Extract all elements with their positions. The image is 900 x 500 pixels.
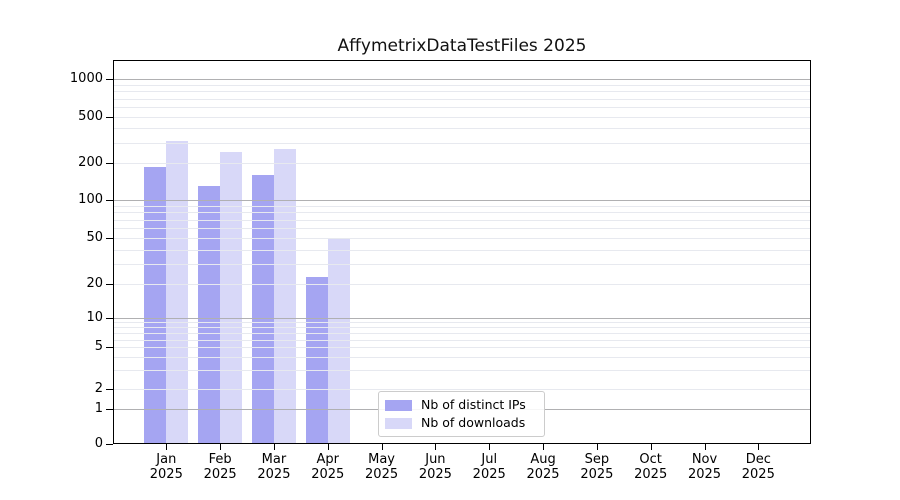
y-tick-label-0: 0 — [94, 436, 103, 451]
minor-gridline-700 — [114, 98, 810, 100]
x-tick-label-feb: Feb 2025 — [203, 452, 237, 482]
bar-distinct-ips-mar — [251, 175, 274, 444]
y-tick-label-1: 1 — [94, 401, 103, 416]
minor-gridline-20 — [114, 284, 810, 286]
y-tick-label-100: 100 — [78, 192, 103, 207]
minor-gridline-3 — [114, 370, 810, 372]
x-tick-jan — [166, 444, 168, 450]
y-tick-label-5: 5 — [94, 339, 103, 355]
minor-gridline-6 — [114, 339, 810, 341]
minor-gridline-600 — [114, 106, 810, 108]
x-tick-label-aug: Aug 2025 — [526, 452, 560, 482]
legend: Nb of distinct IPs Nb of downloads — [378, 391, 545, 437]
y-tick-500 — [106, 116, 113, 118]
x-tick-label-nov: Nov 2025 — [687, 452, 722, 482]
y-tick-label-200: 200 — [78, 155, 103, 171]
minor-gridline-9 — [114, 322, 810, 324]
x-tick-label-sep: Sep 2025 — [580, 452, 614, 482]
minor-gridline-50 — [114, 238, 810, 240]
legend-label-downloads: Nb of downloads — [421, 415, 526, 430]
minor-gridline-300 — [114, 142, 810, 144]
bar-downloads-mar — [273, 148, 296, 444]
minor-gridline-30 — [114, 263, 810, 265]
minor-gridline-8 — [114, 327, 810, 329]
chart-title: AffymetrixDataTestFiles 2025 — [337, 36, 587, 56]
x-tick-aug — [543, 444, 545, 450]
x-tick-label-jan: Jan 2025 — [149, 452, 183, 482]
x-tick-label-jun: Jun 2025 — [418, 452, 452, 482]
x-tick-apr — [327, 444, 329, 450]
x-tick-label-dec: Dec 2025 — [741, 452, 775, 482]
y-tick-label-50: 50 — [86, 230, 103, 246]
x-tick-label-jul: Jul 2025 — [472, 452, 506, 482]
legend-item-distinct-ips: Nb of distinct IPs — [385, 398, 538, 412]
minor-gridline-90 — [114, 205, 810, 207]
bar-distinct-ips-jan — [144, 167, 167, 444]
x-tick-label-mar: Mar 2025 — [257, 452, 291, 482]
x-tick-nov — [704, 444, 706, 450]
minor-gridline-40 — [114, 249, 810, 251]
y-tick-20 — [106, 284, 113, 286]
minor-gridline-4 — [114, 357, 810, 359]
x-tick-jun — [435, 444, 437, 450]
legend-swatch-distinct-ips — [385, 399, 412, 411]
major-gridline-100 — [114, 200, 810, 201]
x-tick-jul — [489, 444, 491, 450]
minor-gridline-800 — [114, 91, 810, 93]
y-tick-5 — [106, 347, 113, 349]
minor-gridline-900 — [114, 84, 810, 86]
x-tick-mar — [273, 444, 275, 450]
major-gridline-1000 — [114, 79, 810, 81]
major-gridline-10 — [114, 317, 810, 319]
bar-downloads-feb — [220, 151, 243, 444]
x-tick-dec — [758, 444, 760, 450]
y-tick-100 — [106, 200, 113, 201]
minor-gridline-400 — [114, 128, 810, 130]
bar-downloads-apr — [327, 238, 350, 444]
y-tick-label-1000: 1000 — [69, 71, 103, 87]
minor-gridline-2 — [114, 388, 810, 390]
bar-downloads-jan — [166, 141, 189, 444]
y-tick-50 — [106, 238, 113, 240]
y-tick-1 — [106, 409, 113, 410]
minor-gridline-80 — [114, 212, 810, 214]
minor-gridline-200 — [114, 163, 810, 165]
y-tick-10 — [106, 317, 113, 319]
legend-swatch-downloads — [385, 417, 412, 429]
y-tick-0 — [106, 444, 113, 445]
x-tick-may — [381, 444, 383, 450]
x-tick-feb — [220, 444, 222, 450]
y-tick-label-2: 2 — [94, 380, 103, 396]
y-tick-1000 — [106, 79, 113, 81]
x-tick-sep — [596, 444, 598, 450]
bar-distinct-ips-apr — [305, 277, 328, 444]
minor-gridline-70 — [114, 219, 810, 221]
minor-gridline-500 — [114, 116, 810, 118]
y-tick-label-500: 500 — [78, 108, 103, 124]
x-tick-label-oct: Oct 2025 — [634, 452, 668, 482]
minor-gridline-5 — [114, 347, 810, 349]
legend-item-downloads: Nb of downloads — [385, 416, 538, 430]
bar-distinct-ips-feb — [198, 186, 221, 444]
y-tick-label-10: 10 — [86, 309, 103, 325]
minor-gridline-60 — [114, 228, 810, 230]
minor-gridline-7 — [114, 332, 810, 334]
y-tick-label-20: 20 — [86, 276, 103, 292]
x-tick-oct — [650, 444, 652, 450]
x-tick-label-apr: Apr 2025 — [311, 452, 345, 482]
y-tick-2 — [106, 388, 113, 390]
y-tick-200 — [106, 163, 113, 165]
legend-label-distinct-ips: Nb of distinct IPs — [421, 397, 526, 412]
x-tick-label-may: May 2025 — [365, 452, 399, 482]
